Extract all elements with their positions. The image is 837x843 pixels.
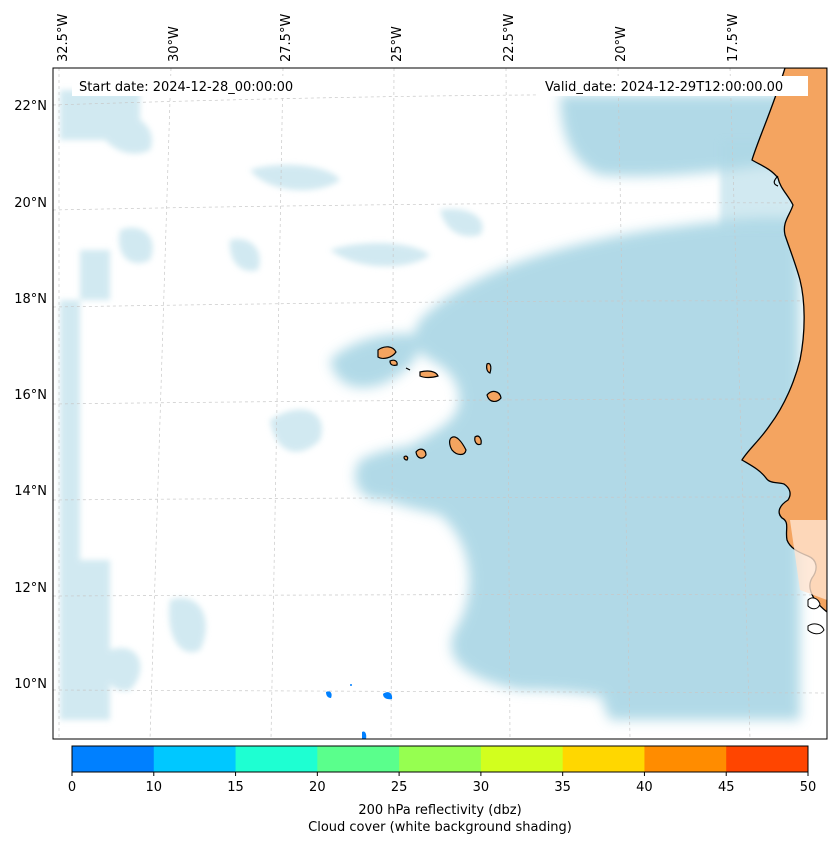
colorbar: 0 10 15 20 25 30 35 40 45 50 200 hPa reflectivity… <box>68 745 816 835</box>
coast-inlet-south <box>807 597 825 635</box>
island-sal <box>486 362 492 374</box>
colorbar-swatch <box>317 746 400 772</box>
coast-inlet-north <box>773 175 779 187</box>
colorbar-tick-label: 45 <box>718 780 735 795</box>
map-panel: Start date: 2024-12-28_00:00:00 Valid_da… <box>53 68 827 739</box>
colorbar-tick-label: 50 <box>800 780 817 795</box>
colorbar-tick-label: 30 <box>473 780 490 795</box>
cloud-band-west <box>330 333 421 388</box>
lat-label-18n: 18°N <box>14 292 47 307</box>
cape-verde-islands <box>377 346 502 461</box>
lon-label-27-5w: 27.5°W <box>279 14 294 62</box>
lat-label-22n: 22°N <box>14 99 47 114</box>
colorbar-swatches <box>72 746 809 772</box>
cloud-band-southwest <box>355 445 450 500</box>
reflectivity-echoes <box>326 684 393 739</box>
colorbar-swatch <box>726 746 809 772</box>
colorbar-swatch <box>562 746 645 772</box>
colorbar-swatch <box>235 746 318 772</box>
colorbar-swatch <box>72 746 155 772</box>
lat-label-12n: 12°N <box>14 581 47 596</box>
colorbar-tick-label: 40 <box>636 780 653 795</box>
colorbar-tick-label: 0 <box>68 780 76 795</box>
colorbar-swatch <box>644 746 727 772</box>
colorbar-tick-label: 35 <box>554 780 571 795</box>
colorbar-tick-label: 15 <box>227 780 244 795</box>
lon-label-30w: 30°W <box>167 26 182 62</box>
lat-label-14n: 14°N <box>14 484 47 499</box>
lon-label-20w: 20°W <box>614 26 629 62</box>
lon-label-32-5w: 32.5°W <box>56 14 71 62</box>
lat-label-20n: 20°N <box>14 196 47 211</box>
longitude-labels: 32.5°W 30°W 27.5°W 25°W 22.5°W 20°W 17.5… <box>56 14 741 62</box>
colorbar-swatch <box>399 746 482 772</box>
cloud-southeast <box>591 554 800 720</box>
start-date-box <box>72 76 312 96</box>
lon-label-25w: 25°W <box>390 26 405 62</box>
lat-label-10n: 10°N <box>14 677 47 692</box>
valid-date-box <box>538 76 808 96</box>
colorbar-sublabel: Cloud cover (white background shading) <box>308 820 572 835</box>
lon-label-22-5w: 22.5°W <box>502 14 517 62</box>
island-fogo <box>415 448 427 459</box>
lat-label-16n: 16°N <box>14 388 47 403</box>
latitude-labels: 22°N 20°N 18°N 16°N 14°N 12°N 10°N <box>14 99 47 692</box>
colorbar-tick-label: 10 <box>146 780 163 795</box>
valid-date-label: Valid_date: 2024-12-29T12:00:00.00 <box>545 80 783 95</box>
colorbar-swatch <box>480 746 564 772</box>
colorbar-label: 200 hPa reflectivity (dbz) <box>358 803 521 818</box>
lon-label-17-5w: 17.5°W <box>726 14 741 62</box>
start-date-label: Start date: 2024-12-28_00:00:00 <box>79 80 293 95</box>
map-frame <box>52 67 828 740</box>
island-sao-vicente <box>389 359 398 366</box>
island-santo-antao <box>377 346 397 359</box>
island-maio <box>474 435 482 446</box>
colorbar-tick-label: 20 <box>309 780 326 795</box>
island-santiago <box>449 436 467 456</box>
colorbar-tick-label: 25 <box>391 780 408 795</box>
graticule <box>53 68 827 739</box>
island-brava <box>403 455 409 461</box>
colorbar-ticks: 0 10 15 20 25 30 35 40 45 50 <box>68 772 816 795</box>
island-boa-vista <box>486 390 502 402</box>
colorbar-swatch <box>153 746 237 772</box>
colorbar-frame <box>71 745 809 773</box>
island-sao-nicolau <box>419 370 439 379</box>
